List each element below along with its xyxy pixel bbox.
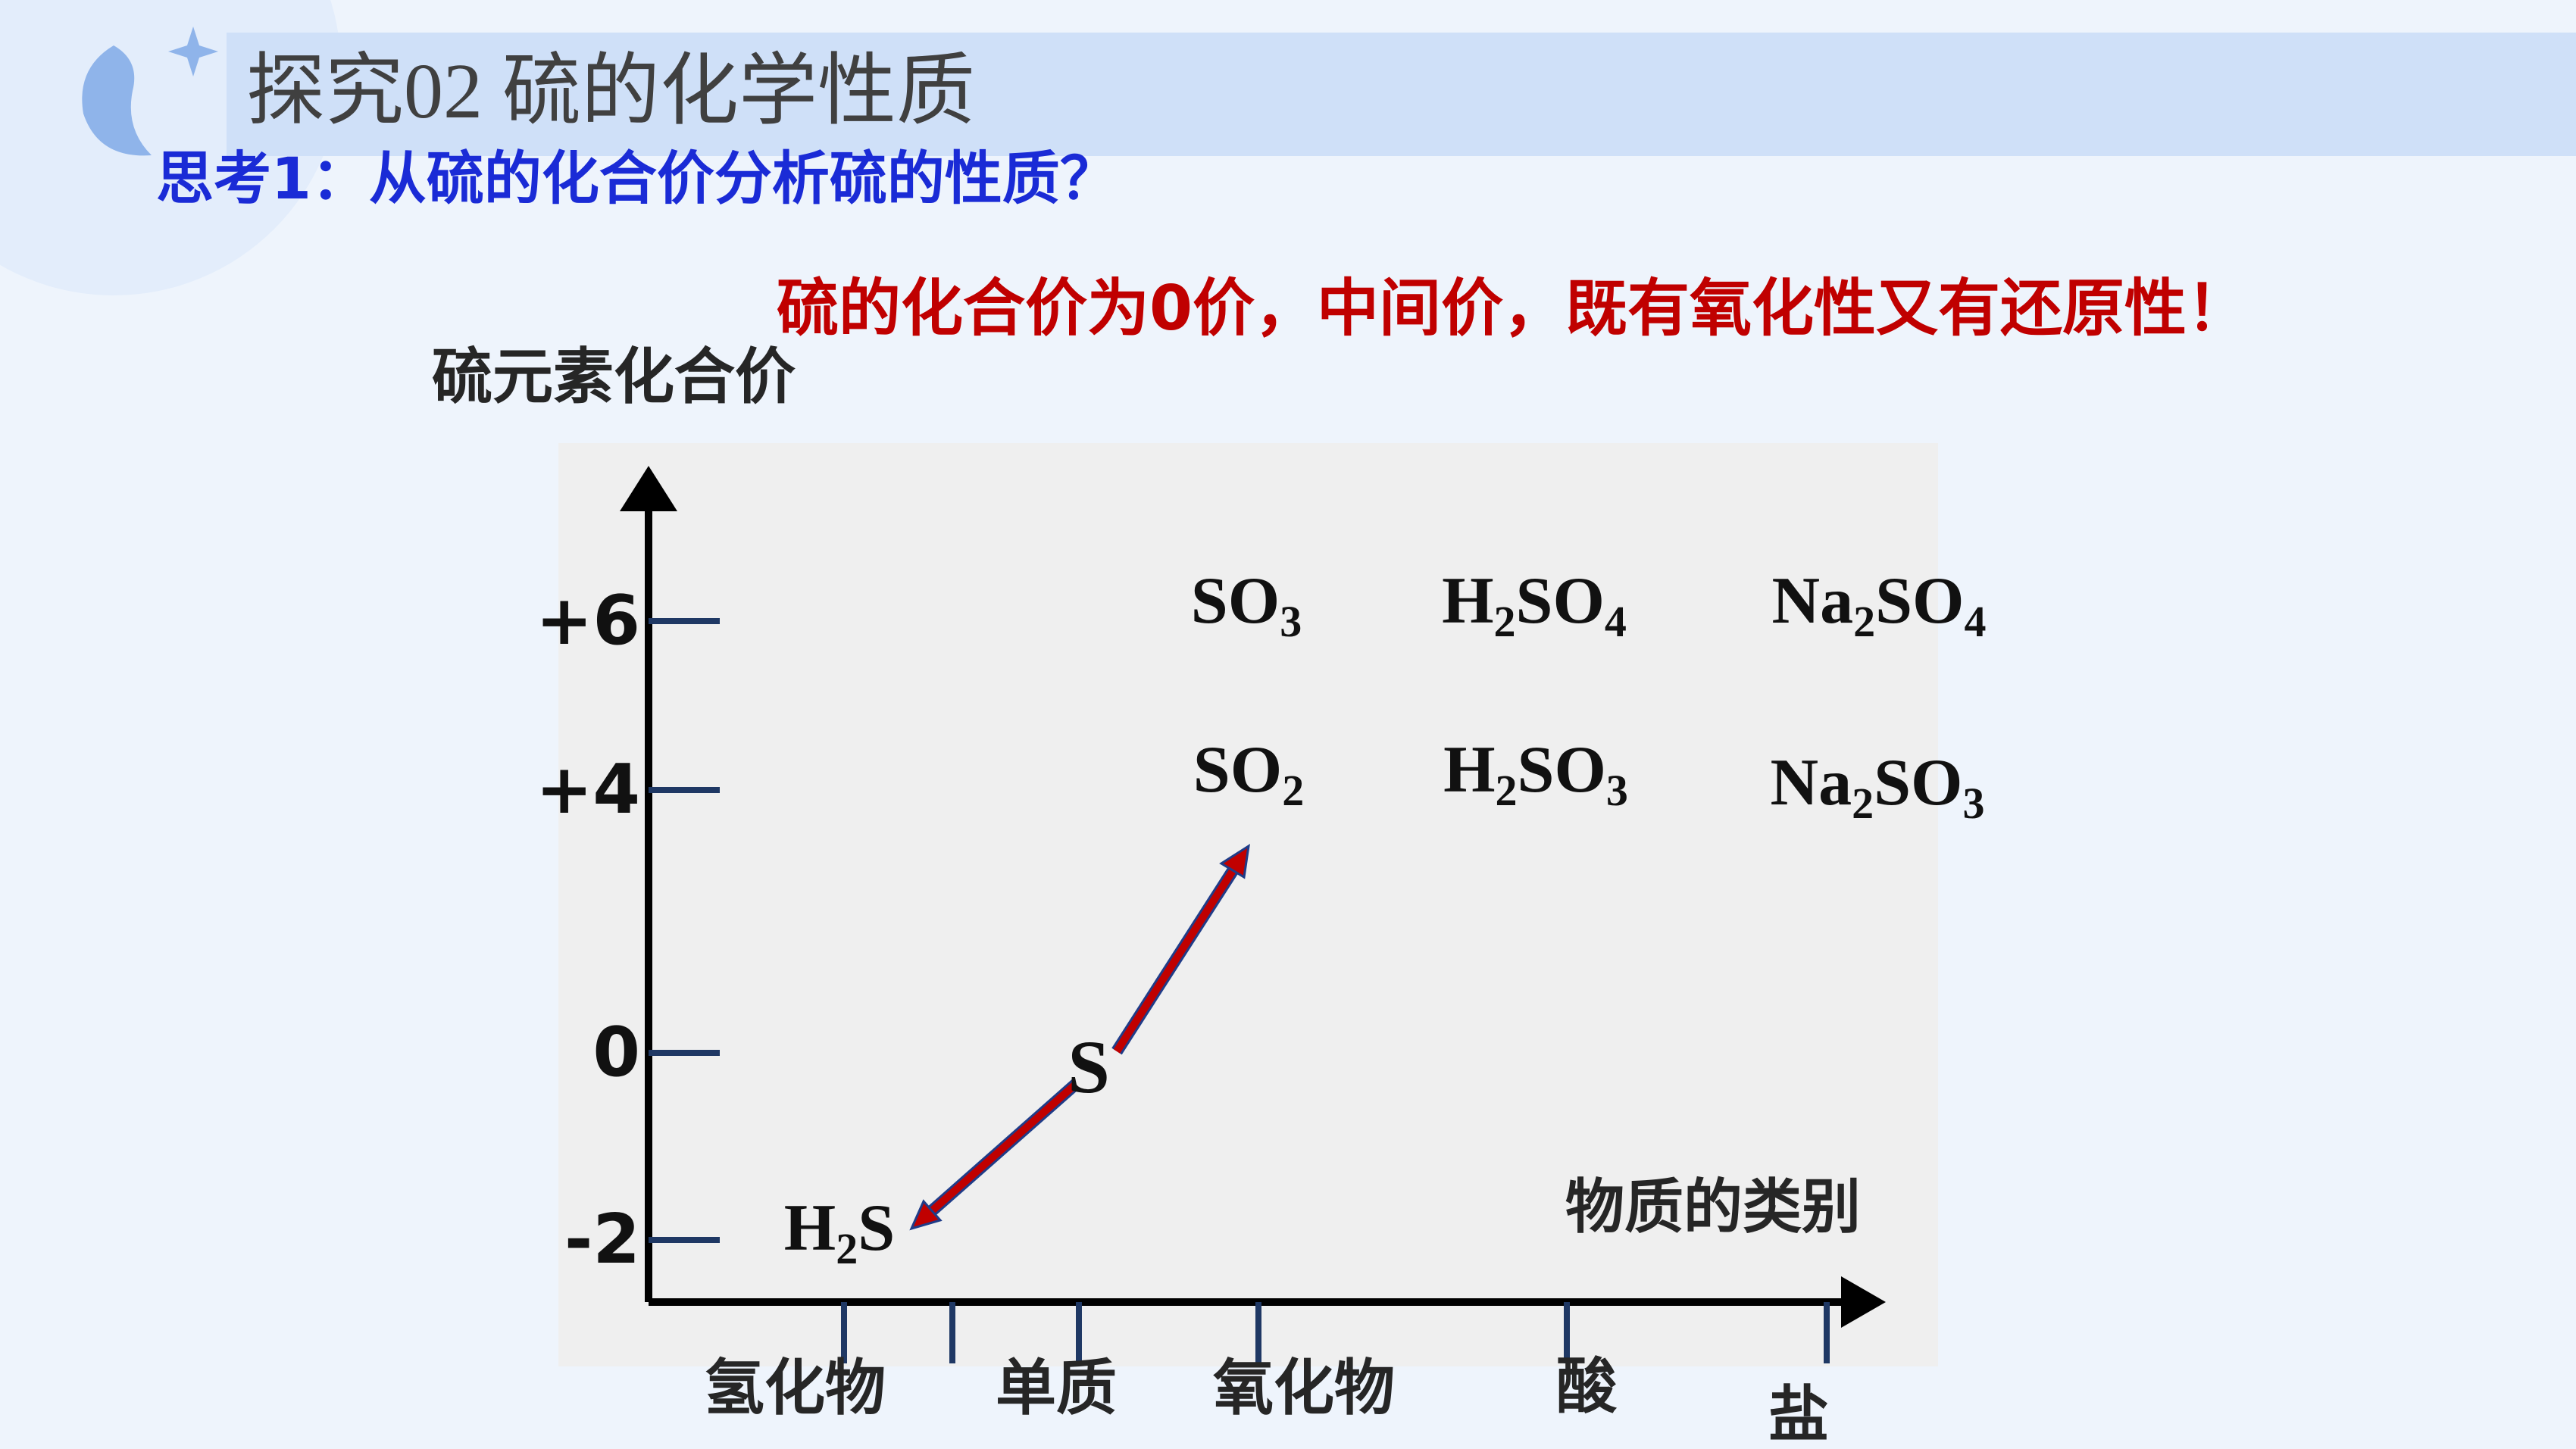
- subscript: 3: [1606, 766, 1628, 815]
- arrow-head: [909, 1199, 943, 1231]
- subscript: 4: [1605, 597, 1627, 646]
- diagram-panel: [558, 443, 1938, 1366]
- subscript: 2: [1496, 766, 1518, 815]
- compound: S: [1068, 1025, 1110, 1109]
- arrow-head: [1219, 843, 1250, 879]
- subscript: 2: [836, 1224, 858, 1273]
- logo-moon: [82, 45, 152, 156]
- x-axis-title: 物质的类别: [1565, 1173, 1861, 1241]
- logo-star: [168, 27, 218, 77]
- valence-label: 0: [592, 1013, 640, 1092]
- formula-part: Na: [1771, 746, 1852, 820]
- compound: H2S: [784, 1191, 895, 1273]
- compound: Na2SO3: [1771, 746, 1985, 828]
- subscript: 2: [1494, 597, 1516, 646]
- category-label: 氧化物: [1213, 1353, 1395, 1423]
- formula-part: SO: [1191, 564, 1280, 638]
- answer: 硫的化合价为0价，中间价，既有氧化性又有还原性！: [777, 273, 2249, 345]
- question: 思考1：从硫的化合价分析硫的性质？: [156, 145, 1118, 212]
- compound: H2SO3: [1443, 733, 1628, 815]
- formula-part: H: [1443, 733, 1495, 807]
- x-axis-arrow: [1841, 1276, 1886, 1328]
- arrow-shaft: [925, 1081, 1079, 1217]
- subscript: 2: [1282, 766, 1304, 815]
- category-label: 氢化物: [704, 1353, 886, 1423]
- formula-part: SO: [1518, 733, 1606, 807]
- valence-label: +4: [536, 750, 640, 829]
- compound: Na2SO4: [1772, 564, 1987, 646]
- category-label: 单质: [996, 1353, 1117, 1423]
- subscript: 3: [1962, 779, 1984, 828]
- subscript: 2: [1852, 779, 1874, 828]
- title-bar: [227, 33, 2576, 156]
- subscript: 3: [1280, 597, 1302, 646]
- arrow-shaft: [1113, 865, 1239, 1054]
- category-label: 盐: [1768, 1379, 1829, 1449]
- formula-part: S: [1068, 1025, 1110, 1109]
- formula-part: H: [1442, 564, 1493, 638]
- formula-part: S: [858, 1191, 895, 1265]
- compound: SO3: [1191, 564, 1302, 646]
- y-axis-title: 硫元素化合价: [432, 342, 796, 412]
- logo: [82, 27, 218, 156]
- formula-part: SO: [1874, 746, 1962, 820]
- formula-part: SO: [1516, 564, 1605, 638]
- x-ticks: [841, 1302, 1830, 1363]
- arrows: [909, 843, 1250, 1231]
- formula-part: Na: [1772, 564, 1854, 638]
- category-label: 酸: [1556, 1351, 1618, 1422]
- subscript: 4: [1964, 597, 1986, 646]
- compound: SO2: [1193, 733, 1304, 815]
- y-axis-arrow: [620, 466, 677, 511]
- valence-label: -2: [564, 1200, 640, 1279]
- valence-label: +6: [536, 581, 640, 660]
- formula-part: H: [784, 1191, 836, 1265]
- axes: [620, 466, 1886, 1328]
- compound: H2SO4: [1442, 564, 1627, 646]
- formula-part: SO: [1875, 564, 1964, 638]
- subscript: 2: [1853, 597, 1875, 646]
- formula-part: SO: [1193, 733, 1282, 807]
- title: 探究02 硫的化学性质: [246, 48, 975, 135]
